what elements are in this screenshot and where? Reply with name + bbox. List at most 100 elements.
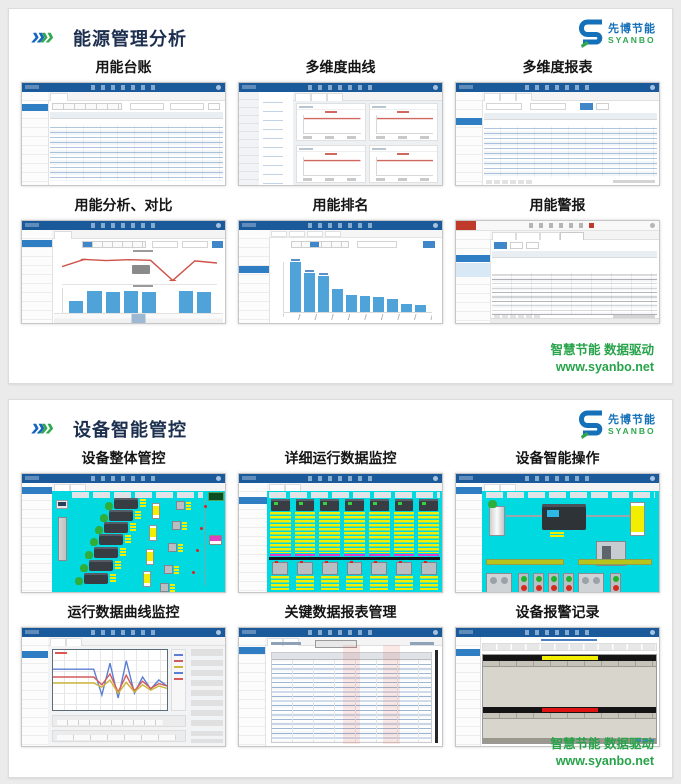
data-rows — [320, 576, 339, 590]
chiller-icon — [320, 499, 340, 511]
tank-icon — [149, 525, 157, 541]
control-group — [52, 715, 186, 727]
hmi-buttons — [72, 492, 203, 498]
app-sidebar — [456, 483, 483, 592]
mini-buttons — [636, 739, 654, 742]
thumb-caption: 用能分析、对比 — [74, 197, 173, 213]
footer-url: www.syanbo.net — [555, 754, 654, 768]
app-topbar — [456, 628, 659, 637]
app-main — [482, 92, 659, 185]
logo-text: 先博节能 SYANBO — [608, 23, 656, 45]
data-rows — [345, 576, 364, 590]
user-icon — [433, 630, 438, 635]
logo-english: SYANBO — [608, 35, 656, 45]
thumb-alarm-record: 设备报警记录 — [455, 602, 660, 747]
app-main — [52, 230, 225, 323]
scada-canvas — [482, 491, 659, 592]
thumb-caption: 设备整体管控 — [81, 450, 166, 466]
pump-icon — [421, 561, 438, 575]
alarm-banner-red — [483, 707, 656, 713]
tank-icon — [146, 549, 154, 565]
double-chevron-icon: »» — [31, 413, 54, 441]
thumb-caption: 用能排名 — [312, 197, 369, 213]
app-main — [482, 483, 659, 592]
screenshot-multi-report — [455, 82, 660, 186]
hmi-buttons — [269, 492, 440, 498]
app-topbar — [456, 474, 659, 483]
pump-icon — [164, 565, 179, 574]
footer-slogan: 智慧节能 数据驱动 — [550, 343, 654, 357]
logo-text: 先博节能 SYANBO — [608, 414, 656, 436]
trend-chart — [52, 649, 168, 711]
thumb-caption: 详细运行数据监控 — [284, 450, 397, 466]
screenshot-scada-detail — [238, 473, 443, 593]
toolbar-buttons — [482, 643, 657, 651]
chart-cards — [296, 103, 439, 183]
pushbutton-station-icon — [548, 573, 559, 592]
nav-icons — [91, 223, 158, 228]
pump-icon — [168, 543, 183, 552]
user-icon — [433, 223, 438, 228]
user-icon — [216, 630, 221, 635]
screenshot-scada-operate — [455, 473, 660, 593]
thumbnail-row-2: 用能分析、对比 — [9, 195, 672, 324]
chiller-icon — [100, 510, 141, 522]
hmi-buttons — [486, 492, 655, 498]
chiller-icon — [369, 499, 389, 511]
data-rows — [420, 576, 439, 590]
pump-icon — [346, 561, 363, 575]
thumb-scada-overview: 设备整体管控 — [21, 448, 226, 593]
panel-device-control: »» 设备智能管控 先博节能 SYANBO 设备整体管控 — [8, 399, 673, 778]
screenshot-energy-ledger — [21, 82, 226, 186]
alarm-banner-yellow — [483, 655, 656, 661]
nav-icons — [525, 476, 592, 481]
footer-url: www.syanbo.net — [555, 360, 654, 374]
data-rows — [395, 576, 414, 590]
app-sidebar — [239, 637, 266, 746]
user-icon — [216, 85, 221, 90]
chiller-icon — [105, 498, 146, 510]
app-sidebar — [456, 637, 481, 746]
app-topbar — [239, 628, 442, 637]
screenshot-multi-curves — [238, 82, 443, 186]
button-column — [191, 649, 223, 730]
section-title: 能源管理分析 — [73, 29, 187, 49]
thumb-energy-alarm: 用能警报 — [455, 195, 660, 324]
thumb-caption: 多维度曲线 — [305, 59, 376, 75]
user-icon — [216, 476, 221, 481]
banner-label — [486, 559, 564, 565]
thumb-energy-ledger: 用能台账 — [21, 57, 226, 186]
user-icon — [433, 85, 438, 90]
screenshot-curve-monitor — [21, 627, 226, 747]
user-icon — [216, 223, 221, 228]
screenshot-analysis-compare — [21, 220, 226, 324]
query-button — [315, 640, 357, 648]
logo-chinese: 先博节能 — [608, 23, 656, 35]
ranking-bar-chart — [283, 259, 432, 313]
control-group — [52, 730, 186, 742]
thumb-report-manage: 关键数据报表管理 — [238, 602, 443, 747]
double-chevron-icon: »» — [31, 22, 54, 50]
user-icon — [650, 85, 655, 90]
app-main — [480, 637, 659, 746]
chiller-icon — [271, 499, 290, 511]
chart-tooltip — [131, 265, 150, 275]
thumb-caption: 多维度报表 — [522, 59, 593, 75]
data-rows — [271, 576, 289, 590]
report-table — [271, 652, 432, 743]
pushbutton-station-icon — [518, 573, 529, 592]
panel-energy-analysis: »» 能源管理分析 先博节能 SYANBO 用能台账 — [8, 8, 673, 384]
logo-chinese: 先博节能 — [608, 414, 656, 426]
highlight-column — [383, 645, 400, 744]
chiller-icon — [295, 499, 315, 511]
app-main — [48, 92, 225, 185]
app-main — [52, 483, 225, 592]
data-rows — [370, 576, 389, 590]
panel-footer: 智慧节能 数据驱动 www.syanbo.net — [551, 736, 654, 770]
button-row — [191, 731, 223, 743]
tank-icon — [488, 500, 505, 536]
nav-icons — [91, 630, 158, 635]
pump-icon — [176, 501, 191, 510]
app-sidebar — [22, 92, 49, 185]
app-sidebar — [239, 92, 260, 185]
